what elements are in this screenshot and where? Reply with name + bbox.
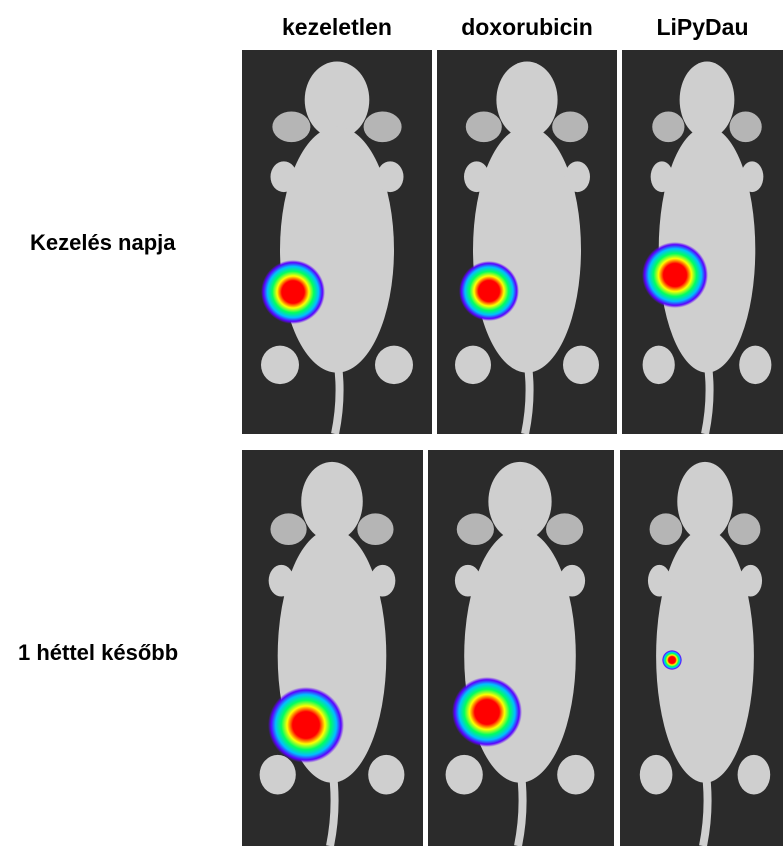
mouse-silhouette <box>639 461 771 846</box>
image-day0-untreated <box>242 50 432 434</box>
mouse-ear-right <box>357 513 394 546</box>
mouse-head <box>488 461 552 542</box>
mouse-ear-right <box>727 513 761 546</box>
mouse-arm-left <box>647 564 671 597</box>
mouse-leg-left <box>455 345 491 385</box>
mouse-silhouette <box>261 61 413 434</box>
mouse-head <box>304 61 370 139</box>
column-label-doxorubicin: doxorubicin <box>461 14 593 40</box>
bioluminescence-signal <box>642 242 708 308</box>
mouse-leg-right <box>368 754 405 795</box>
mouse-body <box>473 126 581 373</box>
image-day0-doxorubicin <box>437 50 617 434</box>
mouse-arm-left <box>270 161 298 193</box>
row-label-one-week-later: 1 héttel később <box>18 640 179 665</box>
bioluminescence-signal <box>261 260 325 324</box>
bioluminescence-signal <box>268 687 344 763</box>
mouse-leg-left <box>639 754 673 795</box>
mouse-arm-right <box>740 161 764 193</box>
bioluminescence-signal <box>662 650 682 670</box>
mouse-ear-right <box>363 111 402 143</box>
mouse-ear-left <box>652 111 685 143</box>
mouse-silhouette <box>259 461 405 846</box>
mouse-ear-right <box>546 513 584 546</box>
mouse-arm-left <box>464 161 490 193</box>
image-week1-untreated <box>242 450 423 846</box>
column-label-lipydau: LiPyDau <box>656 14 749 40</box>
bioluminescence-signal <box>459 261 519 321</box>
mouse-leg-left <box>642 345 675 385</box>
mouse-head <box>301 461 363 542</box>
mouse-arm-right <box>559 564 586 597</box>
image-week1-doxorubicin <box>428 450 614 846</box>
mouse-silhouette <box>642 61 772 434</box>
mouse-leg-right <box>739 345 772 385</box>
mouse-ear-left <box>465 111 502 143</box>
mouse-ear-left <box>649 513 683 546</box>
mouse-silhouette <box>445 461 595 846</box>
row-label-treatment-day: Kezelés napja <box>30 230 176 255</box>
mouse-head <box>679 61 735 139</box>
mouse-arm-right <box>739 564 763 597</box>
mouse-arm-left <box>454 564 481 597</box>
mouse-body <box>280 126 394 373</box>
mouse-ear-right <box>552 111 589 143</box>
mouse-head <box>496 61 558 139</box>
mouse-body <box>656 529 754 783</box>
mouse-leg-right <box>737 754 771 795</box>
mouse-leg-left <box>259 754 296 795</box>
mouse-leg-left <box>445 754 483 795</box>
mouse-arm-left <box>268 564 294 597</box>
mouse-arm-left <box>650 161 674 193</box>
mouse-leg-right <box>557 754 595 795</box>
mouse-ear-right <box>729 111 762 143</box>
mouse-leg-right <box>375 345 413 385</box>
mouse-arm-right <box>370 564 396 597</box>
mouse-ear-left <box>456 513 494 546</box>
mouse-arm-right <box>376 161 404 193</box>
mouse-arm-right <box>564 161 590 193</box>
mouse-leg-left <box>261 345 299 385</box>
image-week1-lipydau <box>620 450 783 846</box>
mouse-silhouette <box>455 61 599 434</box>
column-label-untreated: kezeletlen <box>282 14 392 40</box>
mouse-ear-left <box>270 513 307 546</box>
image-day0-lipydau <box>622 50 783 434</box>
mouse-leg-right <box>563 345 599 385</box>
mouse-body <box>658 126 756 373</box>
bioluminescence-signal <box>452 677 522 747</box>
mouse-ear-left <box>272 111 311 143</box>
mouse-head <box>677 461 733 542</box>
